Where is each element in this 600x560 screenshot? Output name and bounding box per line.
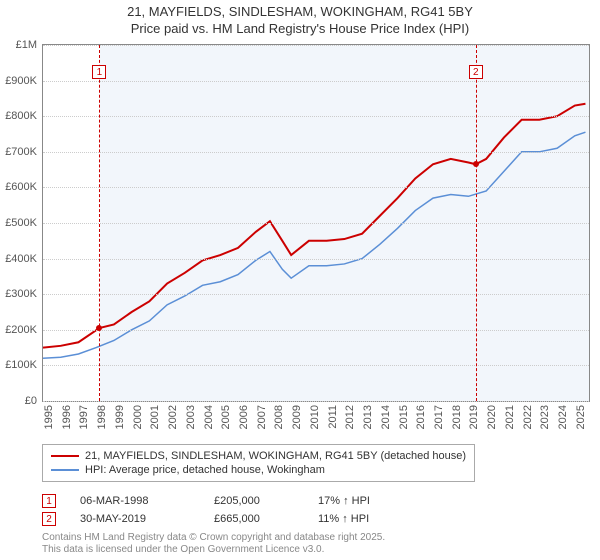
y-axis-label: £800K: [0, 110, 37, 122]
gridline: [43, 116, 589, 117]
x-axis-label: 1995: [43, 405, 55, 429]
sale-marker-dot: [96, 325, 102, 331]
footer-line-1: Contains HM Land Registry data © Crown c…: [42, 532, 385, 544]
x-axis-label: 2000: [132, 405, 144, 429]
y-axis-label: £200K: [0, 324, 37, 336]
gridline: [43, 81, 589, 82]
chart-plot-area: £0£100K£200K£300K£400K£500K£600K£700K£80…: [42, 44, 590, 402]
y-axis-label: £900K: [0, 75, 37, 87]
gridline: [43, 187, 589, 188]
x-axis-label: 2017: [433, 405, 445, 429]
sale-delta: 17% ↑ HPI: [318, 495, 370, 507]
sale-marker-box: 2: [469, 65, 483, 79]
x-axis-label: 2024: [557, 405, 569, 429]
title-line-1: 21, MAYFIELDS, SINDLESHAM, WOKINGHAM, RG…: [0, 4, 600, 21]
sale-marker-box: 1: [92, 65, 106, 79]
x-axis-label: 1998: [96, 405, 108, 429]
gridline: [43, 152, 589, 153]
legend-item: HPI: Average price, detached house, Woki…: [51, 463, 466, 477]
sales-table: 1 06-MAR-1998 £205,000 17% ↑ HPI 2 30-MAY-201…: [42, 492, 370, 528]
gridline: [43, 365, 589, 366]
x-axis-label: 2002: [167, 405, 179, 429]
sale-date: 30-MAY-2019: [80, 513, 190, 525]
gridline: [43, 330, 589, 331]
chart-container: 21, MAYFIELDS, SINDLESHAM, WOKINGHAM, RG…: [0, 0, 600, 560]
x-axis-label: 1999: [114, 405, 126, 429]
y-axis-label: £1M: [0, 39, 37, 51]
legend-swatch: [51, 469, 79, 471]
x-axis-label: 2011: [327, 405, 339, 429]
x-axis-label: 2012: [344, 405, 356, 429]
y-axis-label: £500K: [0, 217, 37, 229]
sale-row-marker: 1: [42, 494, 56, 508]
x-axis-label: 1997: [78, 405, 90, 429]
gridline: [43, 294, 589, 295]
x-axis-label: 2023: [539, 405, 551, 429]
x-axis-label: 2019: [468, 405, 480, 429]
footer-text: Contains HM Land Registry data © Crown c…: [42, 532, 385, 556]
x-axis-label: 2014: [380, 405, 392, 429]
gridline: [43, 401, 589, 402]
gridline: [43, 259, 589, 260]
series-line: [43, 132, 585, 358]
y-axis-label: £700K: [0, 146, 37, 158]
x-axis-label: 1996: [61, 405, 73, 429]
sale-row-marker: 2: [42, 512, 56, 526]
sale-row: 1 06-MAR-1998 £205,000 17% ↑ HPI: [42, 492, 370, 510]
sale-row: 2 30-MAY-2019 £665,000 11% ↑ HPI: [42, 510, 370, 528]
y-axis-label: £300K: [0, 288, 37, 300]
sale-marker-line: [99, 45, 100, 401]
y-axis-label: £400K: [0, 253, 37, 265]
x-axis-label: 2010: [309, 405, 321, 429]
legend-item: 21, MAYFIELDS, SINDLESHAM, WOKINGHAM, RG…: [51, 449, 466, 463]
sale-date: 06-MAR-1998: [80, 495, 190, 507]
x-axis-label: 2022: [522, 405, 534, 429]
x-axis-label: 2015: [398, 405, 410, 429]
footer-line-2: This data is licensed under the Open Gov…: [42, 544, 385, 556]
x-axis-label: 2013: [362, 405, 374, 429]
x-axis-label: 2005: [220, 405, 232, 429]
x-axis-label: 2025: [575, 405, 587, 429]
gridline: [43, 45, 589, 46]
y-axis-label: £0: [0, 395, 37, 407]
sale-delta: 11% ↑ HPI: [318, 513, 369, 525]
x-axis-label: 2016: [415, 405, 427, 429]
title-block: 21, MAYFIELDS, SINDLESHAM, WOKINGHAM, RG…: [0, 0, 600, 38]
x-axis-label: 2007: [256, 405, 268, 429]
sale-price: £665,000: [214, 513, 294, 525]
series-line: [43, 104, 585, 348]
x-axis-label: 2001: [149, 405, 161, 429]
title-line-2: Price paid vs. HM Land Registry's House …: [0, 21, 600, 38]
sale-price: £205,000: [214, 495, 294, 507]
legend-swatch: [51, 455, 79, 457]
y-axis-label: £100K: [0, 359, 37, 371]
x-axis-label: 2018: [451, 405, 463, 429]
x-axis-label: 2009: [291, 405, 303, 429]
sale-marker-dot: [473, 161, 479, 167]
x-axis-label: 2003: [185, 405, 197, 429]
gridline: [43, 223, 589, 224]
x-axis-label: 2004: [203, 405, 215, 429]
y-axis-label: £600K: [0, 181, 37, 193]
x-axis-label: 2006: [238, 405, 250, 429]
x-axis-label: 2020: [486, 405, 498, 429]
x-axis-label: 2021: [504, 405, 516, 429]
sale-marker-line: [476, 45, 477, 401]
legend-label: 21, MAYFIELDS, SINDLESHAM, WOKINGHAM, RG…: [85, 450, 466, 462]
legend-label: HPI: Average price, detached house, Woki…: [85, 464, 325, 476]
x-axis-label: 2008: [273, 405, 285, 429]
legend-box: 21, MAYFIELDS, SINDLESHAM, WOKINGHAM, RG…: [42, 444, 475, 482]
